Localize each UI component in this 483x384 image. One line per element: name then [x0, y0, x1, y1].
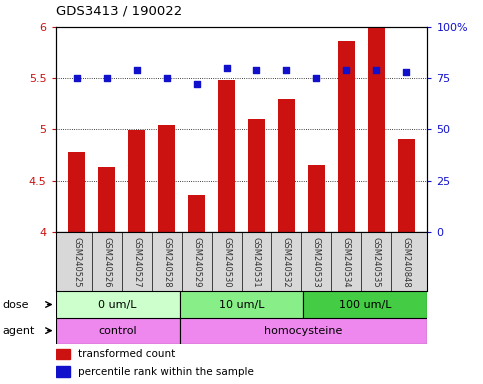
Point	[163, 75, 170, 81]
Bar	[56, 349, 71, 359]
Text: GDS3413 / 190022: GDS3413 / 190022	[56, 4, 182, 17]
Text: GSM240525: GSM240525	[72, 237, 81, 287]
Bar	[188, 195, 205, 232]
Text: GSM240533: GSM240533	[312, 237, 321, 288]
Point	[253, 67, 260, 73]
Text: GSM240534: GSM240534	[342, 237, 351, 287]
Bar	[68, 152, 85, 232]
Bar	[56, 318, 180, 344]
Bar	[368, 28, 385, 232]
Text: GSM240527: GSM240527	[132, 237, 141, 287]
Bar	[338, 41, 355, 232]
Point	[133, 67, 141, 73]
Text: dose: dose	[2, 300, 29, 310]
Bar	[278, 99, 295, 232]
Text: control: control	[98, 326, 137, 336]
Text: 10 um/L: 10 um/L	[219, 300, 264, 310]
Text: GSM240526: GSM240526	[102, 237, 111, 287]
Point	[193, 81, 200, 88]
Point	[283, 67, 290, 73]
Bar	[180, 318, 427, 344]
Bar	[398, 139, 415, 232]
Point	[403, 69, 411, 75]
Bar	[248, 119, 265, 232]
Text: GSM240535: GSM240535	[372, 237, 381, 287]
Text: homocysteine: homocysteine	[264, 326, 342, 336]
Text: GSM240848: GSM240848	[402, 237, 411, 288]
Text: transformed count: transformed count	[78, 349, 175, 359]
Point	[223, 65, 230, 71]
Bar	[56, 366, 71, 377]
Text: 100 um/L: 100 um/L	[339, 300, 392, 310]
Point	[372, 67, 380, 73]
Text: GSM240530: GSM240530	[222, 237, 231, 287]
Bar	[308, 165, 325, 232]
Text: percentile rank within the sample: percentile rank within the sample	[78, 366, 254, 377]
Text: 0 um/L: 0 um/L	[98, 300, 137, 310]
Bar	[98, 167, 115, 232]
Point	[72, 75, 80, 81]
Text: GSM240532: GSM240532	[282, 237, 291, 287]
Text: GSM240531: GSM240531	[252, 237, 261, 287]
Point	[313, 75, 320, 81]
Bar	[56, 291, 180, 318]
Bar	[180, 291, 303, 318]
Text: agent: agent	[2, 326, 35, 336]
Bar	[218, 80, 235, 232]
Text: GSM240529: GSM240529	[192, 237, 201, 287]
Point	[103, 75, 111, 81]
Bar	[128, 131, 145, 232]
Point	[342, 67, 350, 73]
Bar	[303, 291, 427, 318]
Text: GSM240528: GSM240528	[162, 237, 171, 287]
Bar	[158, 125, 175, 232]
